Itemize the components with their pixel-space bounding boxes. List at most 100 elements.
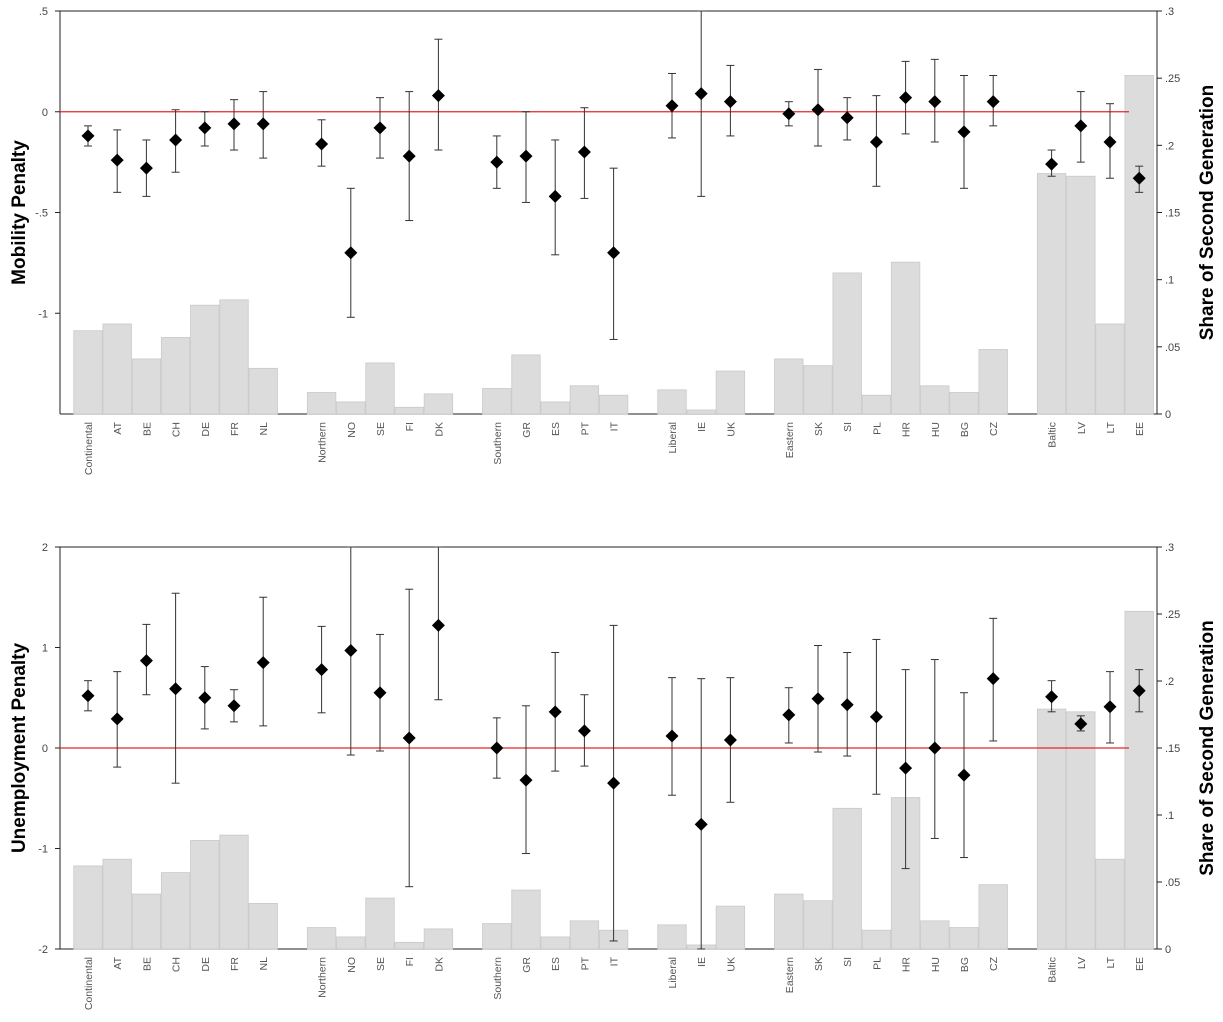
category-label: AT [112,956,124,969]
y-tick-label: -2 [38,944,48,956]
estimate-point [490,155,504,169]
share-bar [686,409,716,415]
estimate-point [986,95,1000,109]
estimate-point [169,682,183,696]
estimate-point [723,95,737,109]
estimate-point [519,149,533,163]
category-label: SI [842,422,854,432]
share-bar [569,920,600,950]
share-bar [1124,75,1154,415]
y2-tick-label: .3 [1165,542,1174,554]
estimate-point [1045,690,1059,704]
category-label: LV [1076,422,1088,434]
category-label: BE [141,957,153,971]
category-label: EE [1134,957,1146,971]
share-bar [774,358,804,415]
category-label: DE [200,422,212,437]
y2-tick-label: .1 [1165,275,1174,287]
y-tick-label: -1 [38,308,48,320]
estimate-point [490,741,504,755]
estimate-point [315,137,329,151]
estimate-point [811,103,825,117]
share-bar [190,304,220,415]
estimate-point [665,99,679,113]
y2-tick-label: 0 [1165,409,1171,421]
estimate-point [519,773,533,787]
share-bar [365,362,395,415]
estimate-point [1132,171,1146,185]
share-bar [657,389,687,415]
estimate-point [1103,700,1117,714]
share-bar [920,385,950,415]
share-bar [715,905,746,950]
estimate-point [1074,717,1088,731]
share-bar [73,865,103,950]
share-bar [423,393,454,415]
chart-panel-2: 2 1 0 -1 -2 .3 .25 .2 .15 .1 .05 0 Unemployment Pena… [9,542,1218,1010]
estimate-point [928,741,942,755]
share-bar [248,367,278,415]
share-bar [1036,708,1067,950]
estimate-point [548,189,562,203]
y2-tick-label: .05 [1165,877,1180,889]
share-bar [803,365,833,415]
category-label: NO [346,422,358,438]
category-label: SI [842,957,854,967]
share-bar [774,893,804,950]
share-bar [394,406,424,415]
category-label: FR [229,422,241,436]
share-bar [219,834,249,950]
share-bar [890,261,921,415]
y2-tick-label: .2 [1165,140,1174,152]
share-bar [219,299,249,415]
category-label: IT [609,956,621,966]
estimate-point [198,121,212,135]
estimate-point [840,111,854,125]
share-bar [306,927,337,950]
estimate-point [577,724,591,738]
share-bar [1095,858,1125,950]
estimate-point [1074,119,1088,133]
y-tick-label: 2 [42,542,48,554]
estimate-point [782,107,796,121]
y2-tick-label: .05 [1165,342,1180,354]
category-label: ES [550,422,562,436]
share-bar [248,903,278,950]
category-label: IE [696,422,708,432]
y-tick-label: .5 [39,6,48,18]
estimate-point [110,712,124,726]
estimate-point [431,89,445,103]
category-label: NL [258,422,270,436]
category-label: FI [404,422,416,431]
estimate-point [139,654,153,668]
estimate-point [548,705,562,719]
category-label: FR [229,957,241,971]
estimate-point [256,117,270,131]
category-label: HR [901,422,913,438]
category-label: DK [433,422,445,437]
category-label: CZ [988,956,1000,971]
y2-tick-label: .1 [1165,810,1174,822]
category-label: UK [725,422,737,437]
share-bar [102,323,132,415]
category-label: BG [959,957,971,972]
share-bar [1066,711,1096,950]
category-label: PL [871,422,883,435]
category-label: PT [579,421,591,435]
estimate-point [1132,684,1146,698]
share-bar [160,872,191,950]
share-bar [131,358,162,415]
category-label: LV [1076,957,1088,969]
category-label: Eastern [784,957,796,993]
share-bar [598,394,629,415]
category-label: HU [930,422,942,437]
category-label: IE [696,957,708,967]
y-tick-label: 1 [42,643,48,655]
share-bar [160,337,191,415]
estimate-point [344,246,358,260]
category-label: NO [346,957,358,973]
category-label: BG [959,422,971,437]
share-bar [511,354,541,415]
y-axis-title: Unemployment Penalty [9,643,30,854]
